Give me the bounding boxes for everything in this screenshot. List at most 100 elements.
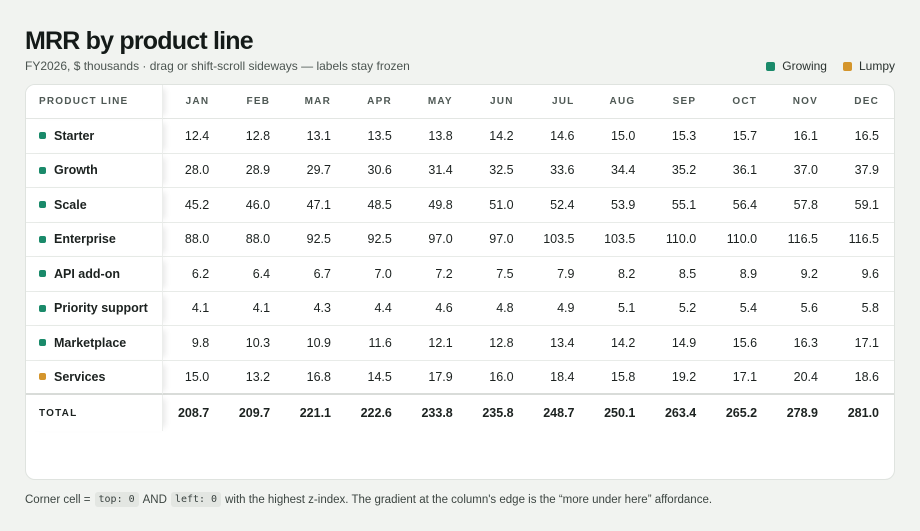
row-label: API add-on xyxy=(54,266,120,281)
legend-swatch-lumpy xyxy=(842,61,852,71)
value-cell: 16.8 xyxy=(285,361,346,395)
value-cell: 57.8 xyxy=(772,188,833,223)
value-cell: 15.7 xyxy=(711,119,773,154)
value-cell: 30.6 xyxy=(346,154,407,188)
value-cell: 59.1 xyxy=(833,188,894,223)
value-cell: 8.9 xyxy=(711,257,773,292)
value-cell: 12.1 xyxy=(406,326,468,361)
total-label: TOTAL xyxy=(26,395,164,431)
status-dot xyxy=(39,201,46,209)
month-header-apr: APR xyxy=(346,85,407,119)
legend-swatch-growing xyxy=(766,61,776,71)
value-cell: 15.6 xyxy=(711,326,773,361)
value-cell: 16.1 xyxy=(772,119,833,154)
total-cell: 278.9 xyxy=(786,406,818,420)
value-cell: 92.5 xyxy=(285,223,346,257)
value-cell: 13.8 xyxy=(406,119,468,154)
value-cell: 56.4 xyxy=(711,188,773,223)
value-cell: 7.9 xyxy=(528,257,590,292)
row-label-cell: API add-on xyxy=(26,257,164,292)
value-cell: 13.5 xyxy=(346,119,407,154)
value-cell: 28.9 xyxy=(224,154,286,188)
value-cell: 37.9 xyxy=(833,154,894,188)
value-cell: 5.1 xyxy=(589,292,651,326)
value-cell: 10.9 xyxy=(285,326,346,361)
value-cell: 47.1 xyxy=(285,188,346,223)
value-cell: 4.1 xyxy=(163,292,225,326)
value-cell: 12.8 xyxy=(467,326,529,361)
value-cell: 28.0 xyxy=(163,154,225,188)
total-cell: 265.2 xyxy=(725,406,758,420)
month-header-mar: MAR xyxy=(285,85,346,119)
value-cell: 14.5 xyxy=(346,361,407,395)
value-cell: 13.4 xyxy=(528,326,590,361)
value-cell: 13.2 xyxy=(224,361,286,395)
value-cell: 14.2 xyxy=(467,119,529,154)
page-subtitle: FY2026, $ thousands · drag or shift-scro… xyxy=(25,59,410,73)
table-scroller[interactable]: PRODUCT LINE JAN FEB MAR APR MAY JUN JUL AUG SEP… xyxy=(26,85,894,479)
value-cell: 5.6 xyxy=(772,292,833,326)
value-cell: 5.4 xyxy=(711,292,773,326)
value-cell: 32.5 xyxy=(467,154,529,188)
value-cell: 8.2 xyxy=(589,257,651,292)
total-cell: 221.1 xyxy=(299,406,331,420)
value-cell: 6.7 xyxy=(285,257,346,292)
value-cell: 6.2 xyxy=(163,257,225,292)
value-cell: 46.0 xyxy=(224,188,286,223)
value-cell: 97.0 xyxy=(467,223,529,257)
month-header-jun: JUN xyxy=(467,85,529,119)
footnote-prefix: Corner cell = xyxy=(25,493,91,506)
corner-cell: PRODUCT LINE xyxy=(26,85,164,119)
legend-item-lumpy: Lumpy xyxy=(842,59,895,73)
row-label-cell: Enterprise xyxy=(26,222,164,257)
total-cell: 208.7 xyxy=(177,406,210,420)
row-label: Scale xyxy=(54,197,87,212)
value-cell: 12.4 xyxy=(163,119,225,154)
value-cell: 6.4 xyxy=(224,257,286,292)
status-dot xyxy=(39,373,46,381)
value-cell: 116.5 xyxy=(833,223,894,257)
month-header-nov: NOV xyxy=(772,85,833,119)
month-header-jul: JUL xyxy=(528,85,590,119)
footnote: Corner cell = top: 0 AND left: 0 with th… xyxy=(25,492,712,507)
status-dot xyxy=(39,235,46,243)
value-cell: 35.2 xyxy=(650,154,712,188)
value-cell: 12.8 xyxy=(224,119,286,154)
value-cell: 7.0 xyxy=(346,257,407,292)
value-cell: 33.6 xyxy=(528,154,590,188)
row-label-cell: Marketplace xyxy=(26,326,164,361)
status-dot xyxy=(39,304,46,312)
row-label-cell: Starter xyxy=(26,119,164,154)
value-cell: 97.0 xyxy=(406,223,468,257)
month-header-sep: SEP xyxy=(650,85,712,119)
footnote-suffix: with the highest z-index. The gradient a… xyxy=(225,493,713,506)
row-label-cell: Scale xyxy=(26,188,164,223)
footnote-code-top: top: 0 xyxy=(94,492,139,507)
value-cell: 9.6 xyxy=(833,257,894,292)
legend-label-lumpy: Lumpy xyxy=(858,59,895,73)
value-cell: 17.9 xyxy=(406,361,468,395)
header-row: PRODUCT LINE JAN FEB MAR APR MAY JUN JUL AUG SEP… xyxy=(26,85,894,119)
value-cell: 48.5 xyxy=(346,188,407,223)
legend: Growing Lumpy xyxy=(766,59,895,73)
row-label-cell: Growth xyxy=(26,153,164,188)
total-cell: 233.8 xyxy=(421,406,453,420)
row-label: Starter xyxy=(54,128,95,143)
table-row: Growth 28.0 28.9 29.7 30.6 31.4 32.5 33.6 34.4 35… xyxy=(26,153,894,188)
value-cell: 4.8 xyxy=(467,292,529,326)
value-cell: 51.0 xyxy=(467,188,529,223)
total-cell: 263.4 xyxy=(664,406,697,420)
status-dot xyxy=(39,166,46,174)
total-cell: 281.0 xyxy=(847,406,879,420)
value-cell: 34.4 xyxy=(589,154,651,188)
value-cell: 11.6 xyxy=(346,326,407,361)
value-cell: 116.5 xyxy=(772,223,833,257)
total-cell: 235.8 xyxy=(482,406,514,420)
value-cell: 16.3 xyxy=(772,326,833,361)
value-cell: 19.2 xyxy=(650,361,712,395)
value-cell: 20.4 xyxy=(772,361,833,395)
table-row: Scale 45.2 46.0 47.1 48.5 49.8 51.0 52.4 53.9 55.… xyxy=(26,188,894,223)
value-cell: 15.0 xyxy=(163,361,225,395)
value-cell: 18.6 xyxy=(833,361,894,395)
value-cell: 103.5 xyxy=(528,223,590,257)
